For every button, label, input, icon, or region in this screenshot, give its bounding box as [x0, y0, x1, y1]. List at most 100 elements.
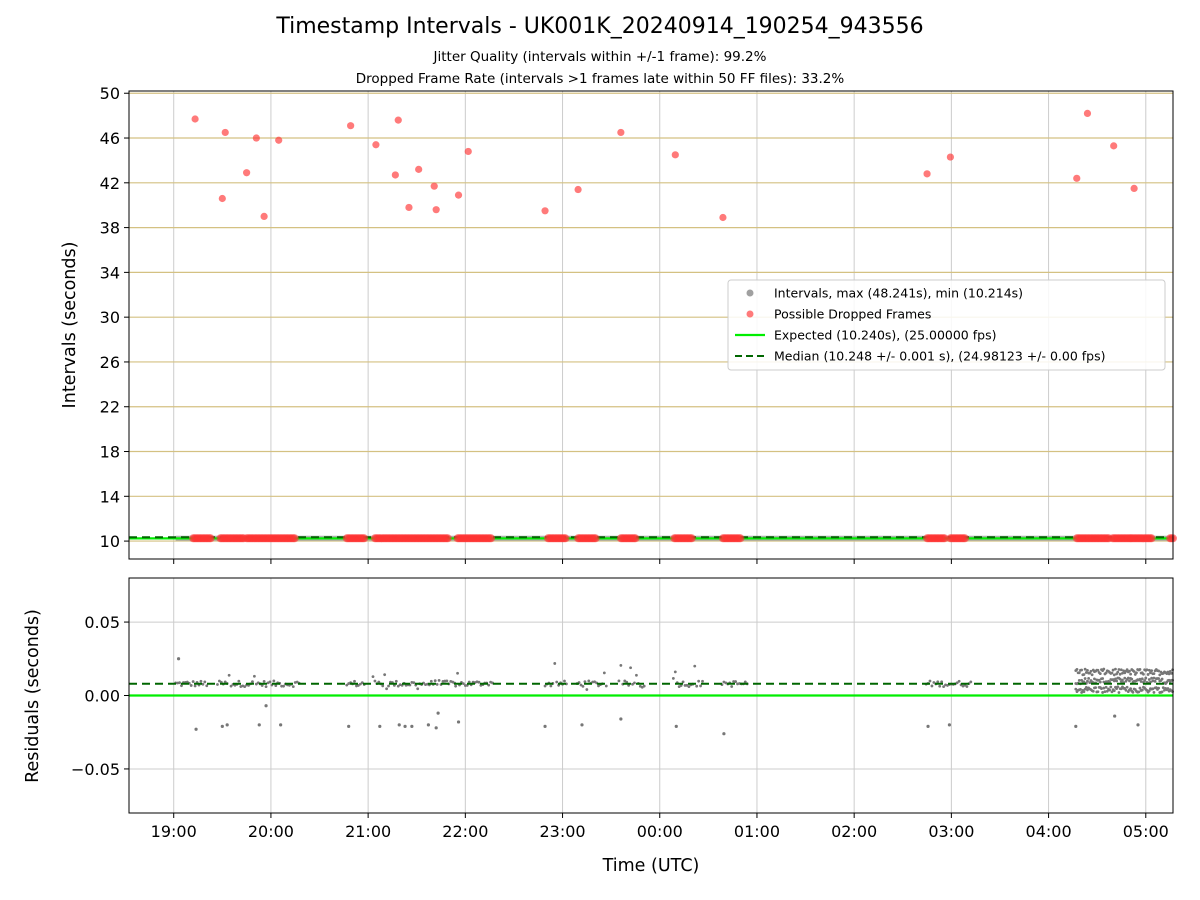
residual-point — [1080, 668, 1084, 672]
dropped-frame-point — [671, 151, 679, 159]
residual-point — [180, 684, 183, 688]
residual-point — [1130, 677, 1134, 681]
residual-point — [642, 684, 646, 688]
y-tick-label: 26 — [100, 353, 120, 372]
dropped-frame-point — [360, 534, 369, 543]
residual-point — [1121, 671, 1124, 675]
dropped-frame-point — [432, 206, 440, 214]
residual-point — [1082, 680, 1086, 684]
residual-point — [243, 685, 247, 689]
residual-point — [199, 679, 203, 683]
residual-point — [679, 684, 683, 687]
residual-point — [543, 684, 547, 688]
y-tick-label: 14 — [100, 487, 120, 506]
residual-point — [1091, 689, 1095, 693]
residual-point — [178, 681, 181, 685]
y-tick-label: 46 — [100, 129, 120, 148]
chart-subtitle-jitter: Jitter Quality (intervals within +/-1 fr… — [433, 49, 767, 65]
residual-point — [673, 670, 677, 674]
dropped-frame-point — [1083, 109, 1092, 117]
residual-point — [1121, 678, 1124, 682]
residual-point — [1160, 690, 1164, 694]
residual-point — [1146, 673, 1150, 676]
residual-point — [1151, 679, 1155, 683]
residual-point — [381, 684, 385, 688]
residual-point — [280, 684, 284, 688]
x-tick-label: 22:00 — [442, 822, 488, 841]
intervals-panel: 10 14 18 22 26 30 34 38 42 46 50 — [100, 84, 1177, 564]
chart-subtitle-dropped: Dropped Frame Rate (intervals >1 frames … — [355, 71, 845, 87]
residual-point — [1112, 689, 1116, 693]
residual-point — [1157, 677, 1161, 680]
residual-point — [1149, 671, 1152, 675]
residual-point — [581, 685, 585, 688]
residual-point — [602, 671, 606, 675]
residual-point — [403, 724, 407, 728]
dropped-frame-point — [221, 128, 229, 137]
x-tick-label: 00:00 — [637, 822, 683, 841]
legend-marker-intervals — [746, 289, 754, 297]
residual-point — [251, 680, 254, 684]
residual-point — [445, 679, 449, 683]
residual-point — [1128, 669, 1131, 673]
residual-point — [1074, 724, 1078, 728]
y-tick-label: 22 — [100, 398, 120, 417]
residual-point — [1143, 679, 1147, 682]
residual-point — [617, 679, 621, 683]
residual-point — [1089, 669, 1093, 673]
dropped-frame-point — [487, 534, 496, 543]
residual-point — [1144, 676, 1148, 680]
residual-point — [456, 720, 461, 724]
residual-point — [693, 664, 697, 668]
dropped-frame-point — [1110, 142, 1118, 150]
residual-point — [583, 680, 587, 684]
residual-point — [279, 723, 283, 727]
residual-point — [272, 679, 276, 683]
residual-point — [1124, 688, 1128, 692]
residual-point — [435, 682, 439, 686]
residual-point — [695, 684, 699, 688]
x-tick-label: 05:00 — [1123, 822, 1169, 841]
legend-label: Possible Dropped Frames — [774, 307, 931, 322]
residual-point — [1111, 668, 1115, 672]
residual-point — [377, 680, 381, 684]
residual-point — [732, 680, 736, 683]
residual-point — [1135, 671, 1138, 675]
residual-point — [396, 684, 400, 688]
residual-point — [429, 679, 433, 683]
y-tick-label: −0.05 — [71, 760, 120, 779]
residual-point — [257, 723, 261, 727]
residual-point — [434, 726, 438, 730]
residual-point — [223, 680, 227, 684]
dropped-frame-point — [430, 182, 438, 190]
residual-point — [1142, 672, 1145, 676]
residual-point — [942, 685, 945, 689]
residual-point — [699, 684, 702, 688]
residual-point — [1102, 686, 1106, 690]
legend-marker-dropped — [746, 310, 754, 318]
residual-point — [1086, 668, 1089, 672]
residual-point — [629, 666, 632, 670]
residual-point — [1105, 689, 1109, 693]
dropped-frame-point — [923, 170, 931, 178]
residual-point — [1094, 686, 1098, 690]
residual-point — [1084, 671, 1088, 674]
residual-point — [1112, 673, 1116, 677]
residuals-panel: −0.05 0.00 0.05 19:00 20:00 21:00 22:00 23:00 00… — [71, 577, 1175, 841]
dropped-frame-point — [347, 122, 355, 130]
residual-point — [1139, 680, 1143, 683]
x-axis-label: Time (UTC) — [602, 856, 700, 876]
residual-point — [477, 680, 481, 684]
dropped-frame-point — [243, 169, 251, 177]
residual-point — [969, 680, 973, 684]
residual-point — [191, 680, 195, 683]
residual-point — [1098, 680, 1102, 684]
residual-point — [360, 681, 364, 685]
residual-point — [1118, 677, 1122, 681]
residual-point — [1102, 667, 1106, 671]
residual-point — [1093, 677, 1096, 681]
dropped-frame-point — [541, 207, 549, 215]
x-tick-label: 01:00 — [734, 822, 780, 841]
residual-point — [412, 681, 416, 685]
residual-point — [1167, 672, 1171, 676]
